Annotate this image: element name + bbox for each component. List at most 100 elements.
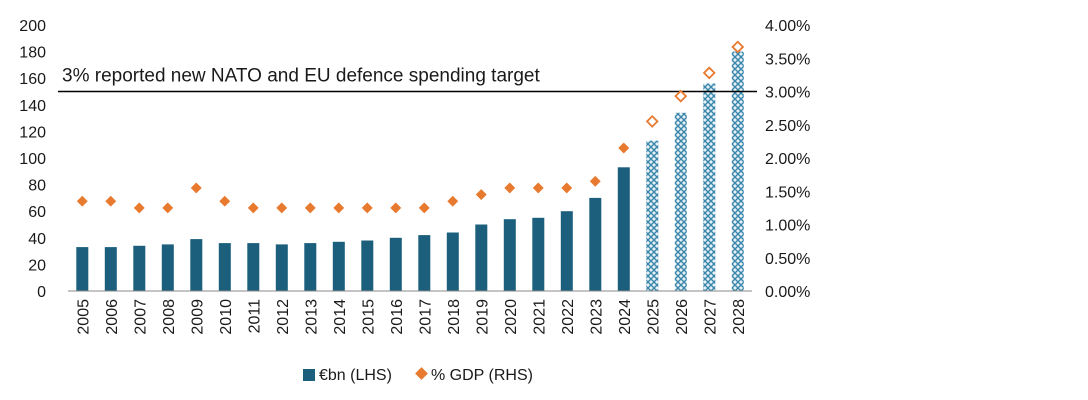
bar (275, 244, 288, 291)
bar (418, 235, 431, 291)
x-tick-label: 2021 (531, 299, 548, 335)
pct-gdp-marker (133, 202, 145, 214)
bar (218, 243, 231, 291)
pct-gdp-marker (418, 202, 430, 214)
left-tick-label: 60 (28, 204, 46, 221)
left-tick-label: 120 (19, 124, 46, 141)
pct-gdp-marker (618, 142, 630, 154)
right-tick-label: 2.00% (765, 151, 810, 168)
x-tick-label: 2011 (246, 299, 263, 334)
right-tick-label: 2.50% (765, 118, 810, 135)
x-tick-label: 2022 (560, 299, 577, 335)
pct-gdp-marker (390, 202, 402, 214)
bar (304, 243, 317, 291)
x-tick-label: 2020 (503, 299, 520, 335)
bar (503, 219, 516, 291)
pct-gdp-marker (561, 182, 573, 194)
pct-gdp-marker-forecast (645, 114, 659, 128)
x-tick-label: 2013 (303, 299, 320, 335)
right-tick-label: 1.50% (765, 184, 810, 201)
x-tick-label: 2025 (645, 299, 662, 335)
bar (190, 239, 203, 291)
left-tick-label: 100 (19, 151, 46, 168)
x-tick-label: 2014 (332, 299, 349, 335)
pct-gdp-marker (504, 182, 516, 194)
x-tick-label: 2018 (446, 299, 463, 335)
x-tick-label: 2023 (588, 299, 605, 335)
pct-gdp-marker (532, 182, 544, 194)
pct-gdp-marker (219, 195, 231, 207)
bar (532, 217, 545, 291)
left-tick-label: 180 (19, 45, 46, 62)
right-y-axis: 0.00% 0.50% 1.00% 1.50% 2.00% 2.50% 3.00% 3.50%… (765, 18, 810, 301)
pct-gdp-marker (333, 202, 345, 214)
bar (332, 241, 345, 291)
bar (617, 167, 630, 291)
left-tick-label: 20 (28, 257, 46, 274)
bar (589, 197, 602, 291)
pct-gdp-marker (361, 202, 373, 214)
bar-forecast (703, 83, 716, 291)
bar (446, 232, 459, 291)
x-tick-label: 2012 (275, 299, 292, 335)
bar-series (76, 51, 744, 291)
pct-gdp-marker (76, 195, 88, 207)
legend-swatch-bars (303, 369, 315, 381)
bar (247, 243, 260, 291)
x-tick-label: 2007 (132, 299, 149, 335)
bar (76, 247, 89, 291)
x-tick-label: 2017 (417, 299, 434, 335)
right-tick-label: 4.00% (765, 18, 810, 35)
legend: €bn (LHS) % GDP (RHS) (303, 367, 533, 384)
legend-label-bars: €bn (LHS) (319, 367, 392, 384)
x-tick-label: 2026 (674, 299, 691, 335)
bar (133, 245, 146, 291)
x-tick-label: 2024 (617, 299, 634, 335)
x-tick-label: 2027 (702, 299, 719, 335)
pct-gdp-marker-forecast (674, 89, 688, 103)
left-tick-label: 140 (19, 98, 46, 115)
legend-label-markers: % GDP (RHS) (431, 367, 533, 384)
pct-gdp-marker (247, 202, 259, 214)
bar (361, 240, 374, 291)
pct-gdp-marker (475, 189, 487, 201)
reference-line-group: 3% reported new NATO and EU defence spen… (58, 66, 757, 93)
bar (104, 247, 117, 291)
x-tick-label: 2005 (75, 299, 92, 335)
left-tick-label: 0 (37, 284, 46, 301)
bar (161, 244, 174, 291)
left-tick-label: 80 (28, 178, 46, 195)
x-tick-label: 2016 (389, 299, 406, 335)
x-tick-label: 2019 (474, 299, 491, 335)
right-tick-label: 3.00% (765, 85, 810, 102)
right-tick-label: 3.50% (765, 51, 810, 68)
legend-swatch-markers (415, 367, 428, 380)
x-tick-label: 2006 (104, 299, 121, 335)
x-tick-label: 2009 (189, 299, 206, 335)
bar-forecast (674, 112, 687, 291)
pct-gdp-marker-forecast (702, 66, 716, 80)
left-tick-label: 160 (19, 71, 46, 88)
pct-gdp-marker (105, 195, 117, 207)
left-tick-label: 200 (19, 18, 46, 35)
pct-gdp-marker (190, 182, 202, 194)
pct-gdp-marker (162, 202, 174, 214)
right-tick-label: 0.50% (765, 251, 810, 268)
x-tick-label: 2008 (161, 299, 178, 335)
bar (560, 211, 573, 291)
bar-forecast (646, 140, 659, 291)
pct-gdp-marker (304, 202, 316, 214)
pct-gdp-series (76, 40, 745, 214)
right-tick-label: 1.00% (765, 218, 810, 235)
target-annotation: 3% reported new NATO and EU defence spen… (62, 66, 540, 87)
left-y-axis: 0 20 40 60 80 100 120 140 160 180 200 (19, 18, 46, 301)
x-axis: 2005 2006 2007 2008 2009 2010 2011 2012 2013 2014… (68, 290, 752, 335)
x-tick-label: 2015 (360, 299, 377, 335)
pct-gdp-marker (447, 195, 459, 207)
x-tick-label: 2028 (731, 299, 748, 335)
pct-gdp-marker-forecast (731, 40, 745, 54)
right-tick-label: 0.00% (765, 284, 810, 301)
pct-gdp-marker (589, 175, 601, 187)
left-tick-label: 40 (28, 231, 46, 248)
